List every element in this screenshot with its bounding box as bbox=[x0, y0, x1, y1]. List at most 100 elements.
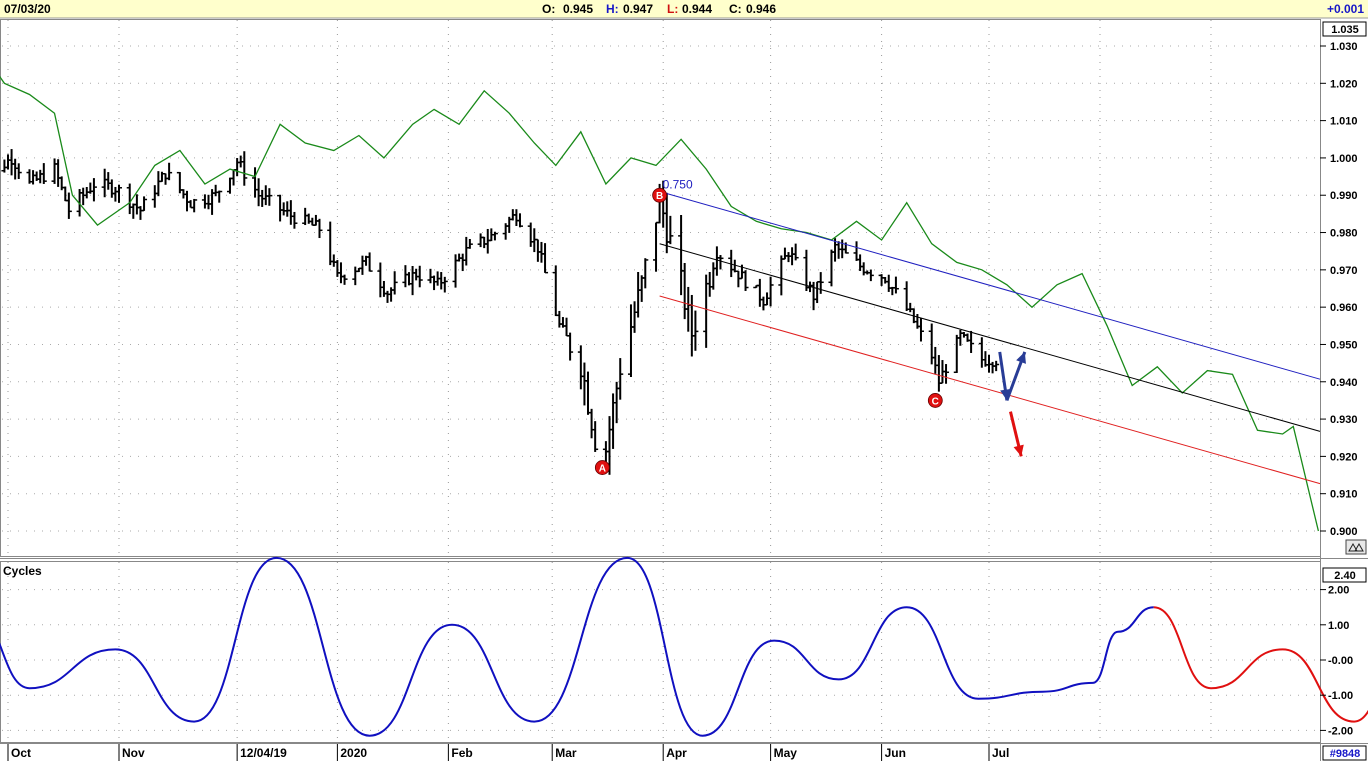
cycle-axis-label: 2.00 bbox=[1328, 585, 1349, 597]
price-bar bbox=[30, 170, 37, 185]
price-bar bbox=[359, 255, 366, 275]
cycles-panel-title: Cycles bbox=[3, 564, 42, 578]
price-bar bbox=[767, 276, 774, 307]
y-axis-label: 1.010 bbox=[1330, 116, 1358, 128]
price-bar bbox=[516, 213, 523, 228]
price-bar bbox=[187, 200, 194, 209]
price-bar bbox=[631, 301, 638, 333]
y-axis-label: 0.900 bbox=[1330, 526, 1358, 538]
price-bar bbox=[867, 269, 874, 282]
price-bar bbox=[133, 194, 140, 215]
price-bar bbox=[917, 318, 924, 342]
price-bar bbox=[115, 184, 122, 203]
price-bar bbox=[538, 241, 545, 263]
price-bar bbox=[8, 149, 15, 176]
price-bar bbox=[287, 200, 294, 225]
price-bar bbox=[588, 408, 595, 439]
price-bar bbox=[141, 196, 148, 212]
price-bar bbox=[935, 355, 942, 392]
cycle-axis-label: -2.00 bbox=[1328, 725, 1353, 737]
y-axis-label: 0.950 bbox=[1330, 339, 1358, 351]
price-bar bbox=[592, 421, 599, 452]
cycle-line-past bbox=[0, 556, 1154, 737]
price-bar bbox=[80, 187, 87, 206]
channel-ratio-label: 0.750 bbox=[663, 178, 693, 192]
y-axis-label: 0.920 bbox=[1330, 451, 1358, 463]
price-bar bbox=[957, 329, 964, 346]
price-bar bbox=[112, 186, 119, 202]
price-bar bbox=[309, 217, 316, 226]
price-bar bbox=[277, 194, 284, 222]
x-axis-label: Jun bbox=[885, 746, 906, 760]
price-bar bbox=[828, 249, 835, 287]
y-axis-label: 0.970 bbox=[1330, 265, 1358, 277]
open-value: 0.945 bbox=[563, 2, 593, 16]
y-axis-label: 0.960 bbox=[1330, 302, 1358, 314]
axis-layer: Oct Nov 12/04/19 2020 Feb Mar Apr May Jun Jul 0.90… bbox=[7, 41, 1358, 761]
price-bar bbox=[685, 286, 692, 332]
x-axis-label: 2020 bbox=[340, 746, 367, 760]
price-bar bbox=[635, 271, 642, 318]
price-bar bbox=[108, 179, 115, 198]
price-bar bbox=[692, 310, 699, 351]
price-bar bbox=[527, 222, 534, 247]
price-bar bbox=[577, 345, 584, 390]
price-bar bbox=[878, 274, 885, 286]
scale-toggle-icon[interactable] bbox=[1345, 539, 1367, 555]
price-bar bbox=[37, 169, 44, 184]
price-bar bbox=[667, 215, 674, 245]
price-bar bbox=[226, 177, 233, 194]
price-bar bbox=[137, 206, 144, 220]
price-bar bbox=[409, 265, 416, 296]
wave-label-marker: B bbox=[652, 187, 668, 203]
price-bar bbox=[556, 310, 563, 328]
price-bar bbox=[882, 277, 889, 284]
price-bar bbox=[642, 258, 649, 289]
price-bar bbox=[860, 262, 867, 276]
price-bar bbox=[610, 393, 617, 449]
y-axis-label: 0.990 bbox=[1330, 190, 1358, 202]
cycle-axis-label: -1.00 bbox=[1328, 690, 1353, 702]
channel-middle-line bbox=[659, 243, 1321, 432]
price-bar bbox=[234, 158, 241, 177]
price-bar bbox=[391, 271, 398, 295]
price-bar bbox=[943, 364, 950, 384]
price-bar bbox=[40, 163, 47, 184]
price-bar bbox=[484, 228, 491, 254]
price-bar bbox=[101, 168, 108, 198]
price-bar bbox=[463, 236, 470, 266]
price-bar bbox=[427, 268, 434, 284]
price-bar bbox=[5, 154, 11, 170]
price-bar bbox=[241, 151, 248, 186]
ymax-label: 1.035 bbox=[1331, 24, 1359, 36]
price-bar bbox=[792, 243, 799, 261]
price-bar bbox=[681, 262, 688, 320]
y-axis-label: 0.930 bbox=[1330, 414, 1358, 426]
price-bar bbox=[853, 241, 860, 261]
price-bar bbox=[663, 192, 670, 254]
price-bar bbox=[402, 265, 409, 288]
x-axis-label: May bbox=[774, 746, 798, 760]
overlay-layer: 0.750CBAC bbox=[0, 75, 1321, 532]
header-date: 07/03/20 bbox=[4, 2, 51, 16]
price-bar bbox=[184, 190, 191, 212]
price-bar bbox=[760, 296, 767, 311]
price-bar bbox=[1, 159, 8, 173]
x-axis-label: 12/04/19 bbox=[240, 746, 287, 760]
price-bar bbox=[627, 304, 634, 377]
price-bar bbox=[266, 188, 273, 206]
y-axis-label: 0.940 bbox=[1330, 377, 1358, 389]
price-bar bbox=[452, 254, 459, 288]
price-bar bbox=[337, 262, 344, 284]
price-bar bbox=[491, 231, 498, 241]
change-value: +0.001 bbox=[1327, 2, 1364, 16]
price-bar bbox=[65, 192, 72, 219]
price-bar bbox=[706, 271, 713, 297]
price-bar bbox=[201, 194, 208, 209]
price-bar bbox=[892, 276, 899, 294]
price-bar bbox=[810, 281, 817, 311]
price-bar bbox=[380, 280, 387, 297]
price-bar bbox=[907, 302, 914, 313]
price-bar bbox=[617, 358, 624, 400]
